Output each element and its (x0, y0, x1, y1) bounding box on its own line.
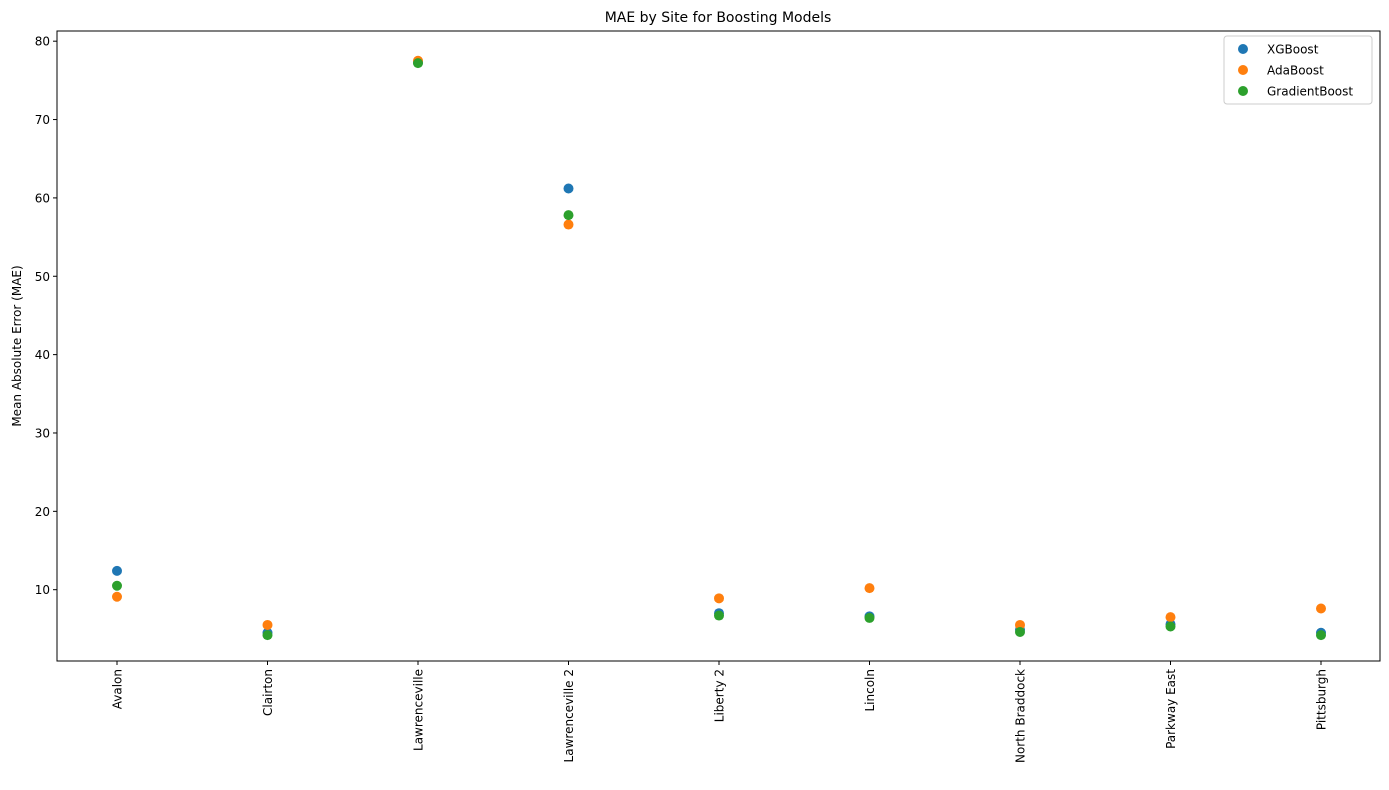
x-tick-label: Clairton (261, 669, 275, 716)
data-point (714, 610, 724, 621)
data-point (563, 210, 574, 221)
y-tick-label: 40 (35, 348, 50, 362)
y-tick-label: 70 (35, 113, 50, 127)
data-point (112, 580, 122, 591)
data-point (413, 58, 423, 69)
legend-marker (1238, 65, 1248, 75)
y-tick-label: 80 (35, 35, 50, 49)
legend-marker (1238, 44, 1248, 54)
y-tick-label: 60 (35, 191, 50, 205)
data-point (112, 591, 122, 602)
data-point (563, 219, 574, 230)
data-point (1165, 621, 1176, 632)
plot-frame (56, 30, 1381, 662)
data-point (864, 583, 875, 594)
data-point (563, 183, 574, 194)
y-tick-label: 20 (35, 505, 50, 519)
x-tick-label: North Braddock (1014, 669, 1028, 763)
legend: XGBoost AdaBoost GradientBoost (1223, 35, 1373, 105)
legend-marker (1238, 86, 1248, 96)
legend-label: XGBoost (1267, 43, 1319, 57)
y-tick-label: 10 (35, 583, 50, 597)
data-point (714, 593, 724, 604)
data-point (1015, 627, 1025, 638)
data-point (1165, 612, 1176, 623)
x-tick-label: Lawrenceville (412, 669, 426, 751)
x-tick-label: Avalon (111, 669, 125, 709)
data-point (1316, 603, 1326, 614)
x-tick-label: Pittsburgh (1315, 669, 1329, 730)
x-tick-label: Parkway East (1164, 669, 1178, 749)
data-point (1015, 619, 1025, 630)
legend-box (1223, 35, 1373, 105)
y-tick-label: 50 (35, 270, 50, 284)
data-point (262, 619, 273, 630)
data-point (1316, 630, 1326, 641)
chart-title: MAE by Site for Boosting Models (605, 10, 832, 26)
x-axis-ticks: Avalon Clairton Lawrenceville Lawrenceville… (111, 661, 1329, 763)
x-tick-label: Lawrenceville 2 (562, 669, 576, 762)
data-point (864, 612, 875, 623)
x-tick-label: Lincoln (863, 669, 877, 712)
y-tick-label: 30 (35, 426, 50, 440)
x-tick-label: Liberty 2 (713, 669, 727, 722)
data-point (262, 630, 273, 641)
legend-label: AdaBoost (1267, 64, 1324, 78)
data-points (112, 55, 1326, 641)
y-axis-label: Mean Absolute Error (MAE) (10, 265, 24, 426)
y-axis-ticks: 10 20 30 40 50 60 70 80 (35, 35, 57, 597)
legend-label: GradientBoost (1267, 85, 1353, 99)
data-point (112, 565, 122, 576)
